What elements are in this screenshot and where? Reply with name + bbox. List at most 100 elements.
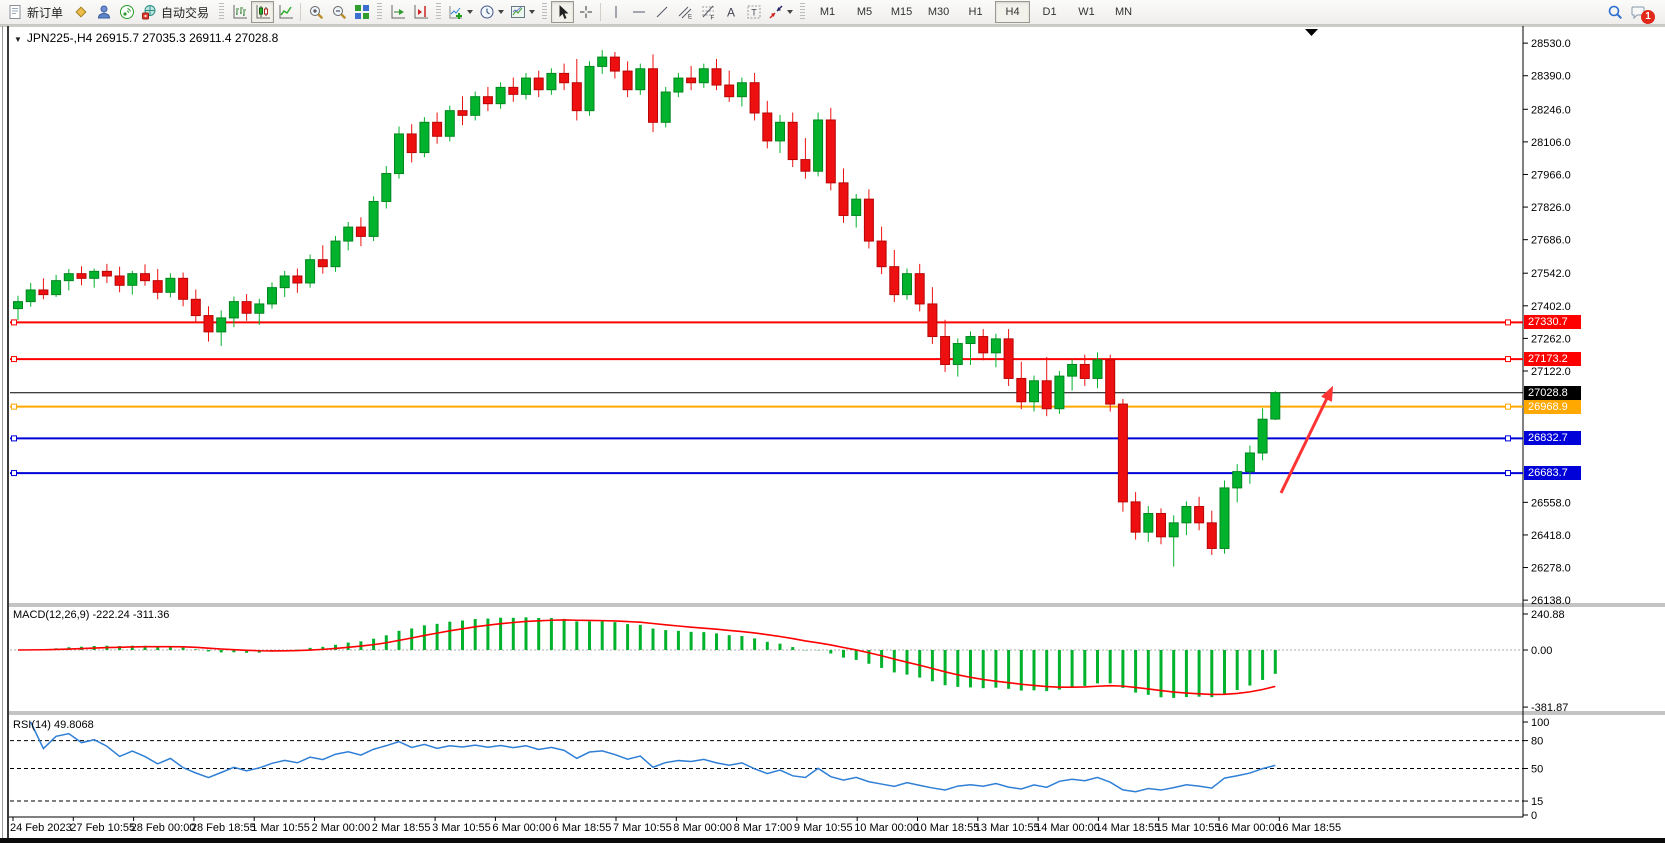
candle-body [965,336,976,345]
toolbar-grip[interactable] [542,3,548,21]
line-handle[interactable] [11,356,17,363]
candle-body [775,121,785,142]
periods-button[interactable] [476,1,507,23]
candle-body [597,56,608,67]
timeframe-button-h1[interactable]: H1 [968,6,983,18]
time-tick-label: 1 Mar 10:55 [251,822,310,834]
toolbar-grip[interactable] [436,3,442,21]
macd-tick-label: 240.88 [1531,609,1565,621]
toolbar-grip[interactable] [800,3,806,21]
hline-price-label: 26683.7 [1524,466,1581,481]
price-tick-label: 26138.0 [1531,595,1571,607]
channel-tool-button[interactable]: E [673,1,696,23]
vertical-line-tool-button[interactable] [604,1,627,23]
symbol-period-text: JPN225-,H4 [26,31,93,45]
text-tool-button[interactable]: A [719,1,742,23]
text-label-tool-button[interactable]: T [742,1,765,23]
rsi-label: RSI(14) 49.8068 [13,719,94,731]
svg-text:T: T [751,8,757,18]
candle-body [1270,392,1281,420]
candle-body [140,273,150,282]
timeframe-button-h4[interactable]: H4 [995,1,1031,23]
crosshair-tool-button[interactable] [574,1,597,23]
horizontal-line-icon [632,11,645,13]
candle-body [254,303,265,314]
arrows-tool-button[interactable] [765,1,796,23]
candle-body [787,121,798,161]
chart-shift-button[interactable] [409,1,432,23]
add-indicator-button[interactable] [445,1,476,23]
line-handle[interactable] [11,435,17,442]
line-chart-mode-button[interactable] [274,1,297,23]
timeframe-button-d1[interactable]: D1 [1042,6,1057,18]
fibonacci-icon: F [701,5,714,20]
candle-body [495,86,506,105]
autotrading-button[interactable]: 自动交易 [138,1,215,23]
candle-body [736,82,747,98]
profile-button[interactable] [92,1,115,23]
tile-windows-button[interactable] [350,1,373,23]
zoom-out-icon [332,6,346,20]
price-tick-label: 26558.0 [1531,497,1571,509]
candle-body [482,96,493,105]
line-handle[interactable] [1505,435,1511,442]
candle-body [876,240,887,268]
auto-scroll-button[interactable] [386,1,409,23]
timeframe-button-m5[interactable]: M5 [856,6,873,18]
signal-icon [119,5,134,19]
candle-body [51,280,62,296]
zoom-in-button[interactable] [304,1,327,23]
candle-body [394,133,404,175]
cursor-tool-button[interactable] [551,1,575,23]
timeframe-button-m30[interactable]: M30 [927,6,950,18]
signals-button[interactable] [115,1,138,23]
toolbar-grip[interactable] [219,3,225,21]
candle-body [546,72,557,91]
new-order-button[interactable]: 新订单 [4,1,69,23]
gold-widget-button[interactable] [69,1,92,23]
zoom-out-button[interactable] [327,1,350,23]
candlestick-mode-button[interactable] [251,1,275,23]
templates-button[interactable] [507,1,538,23]
symbol-dropdown-icon[interactable]: ▼ [14,35,22,44]
line-handle[interactable] [11,470,17,477]
vertical-line-icon [615,6,617,18]
candle-body [432,121,443,137]
arrow-annotation-head[interactable] [1321,385,1334,402]
candle-body [457,110,468,116]
candle-body [216,317,227,333]
candle-body [825,119,836,184]
bar-chart-mode-button[interactable] [228,1,251,23]
candle-body [508,86,519,95]
timeframe-button-mn[interactable]: MN [1114,6,1133,18]
horizontal-line-tool-button[interactable] [627,1,650,23]
notifications-button[interactable]: 1 [1626,1,1655,24]
fibonacci-tool-button[interactable]: F [696,1,719,23]
line-handle[interactable] [11,319,17,326]
text-label-icon: T [747,5,761,19]
line-handle[interactable] [1505,470,1511,477]
candle-body [381,173,392,202]
search-button[interactable] [1603,1,1626,23]
trendline-tool-button[interactable] [650,1,673,23]
time-tick-label: 9 Mar 10:55 [794,822,853,834]
line-handle[interactable] [1505,356,1511,363]
timeframe-button-m1[interactable]: M1 [819,6,836,18]
candle-body [1156,513,1166,538]
timeframe-button-w1[interactable]: W1 [1078,6,1095,18]
line-handle[interactable] [1505,319,1511,326]
candle-body [1219,487,1230,549]
arrow-annotation[interactable] [1279,394,1330,494]
chart-shift-marker[interactable] [1305,29,1318,36]
timeframe-button-m15[interactable]: M15 [890,6,913,18]
toolbar-grip[interactable] [377,3,383,21]
time-tick-label: 24 Feb 2023 [10,822,72,834]
candle-body [406,133,417,154]
dropdown-caret-icon [529,10,536,14]
chart-shift-icon [414,5,428,19]
candle-body [13,301,23,310]
line-handle[interactable] [11,403,17,410]
dropdown-caret-icon [787,10,794,14]
line-handle[interactable] [1505,403,1511,410]
